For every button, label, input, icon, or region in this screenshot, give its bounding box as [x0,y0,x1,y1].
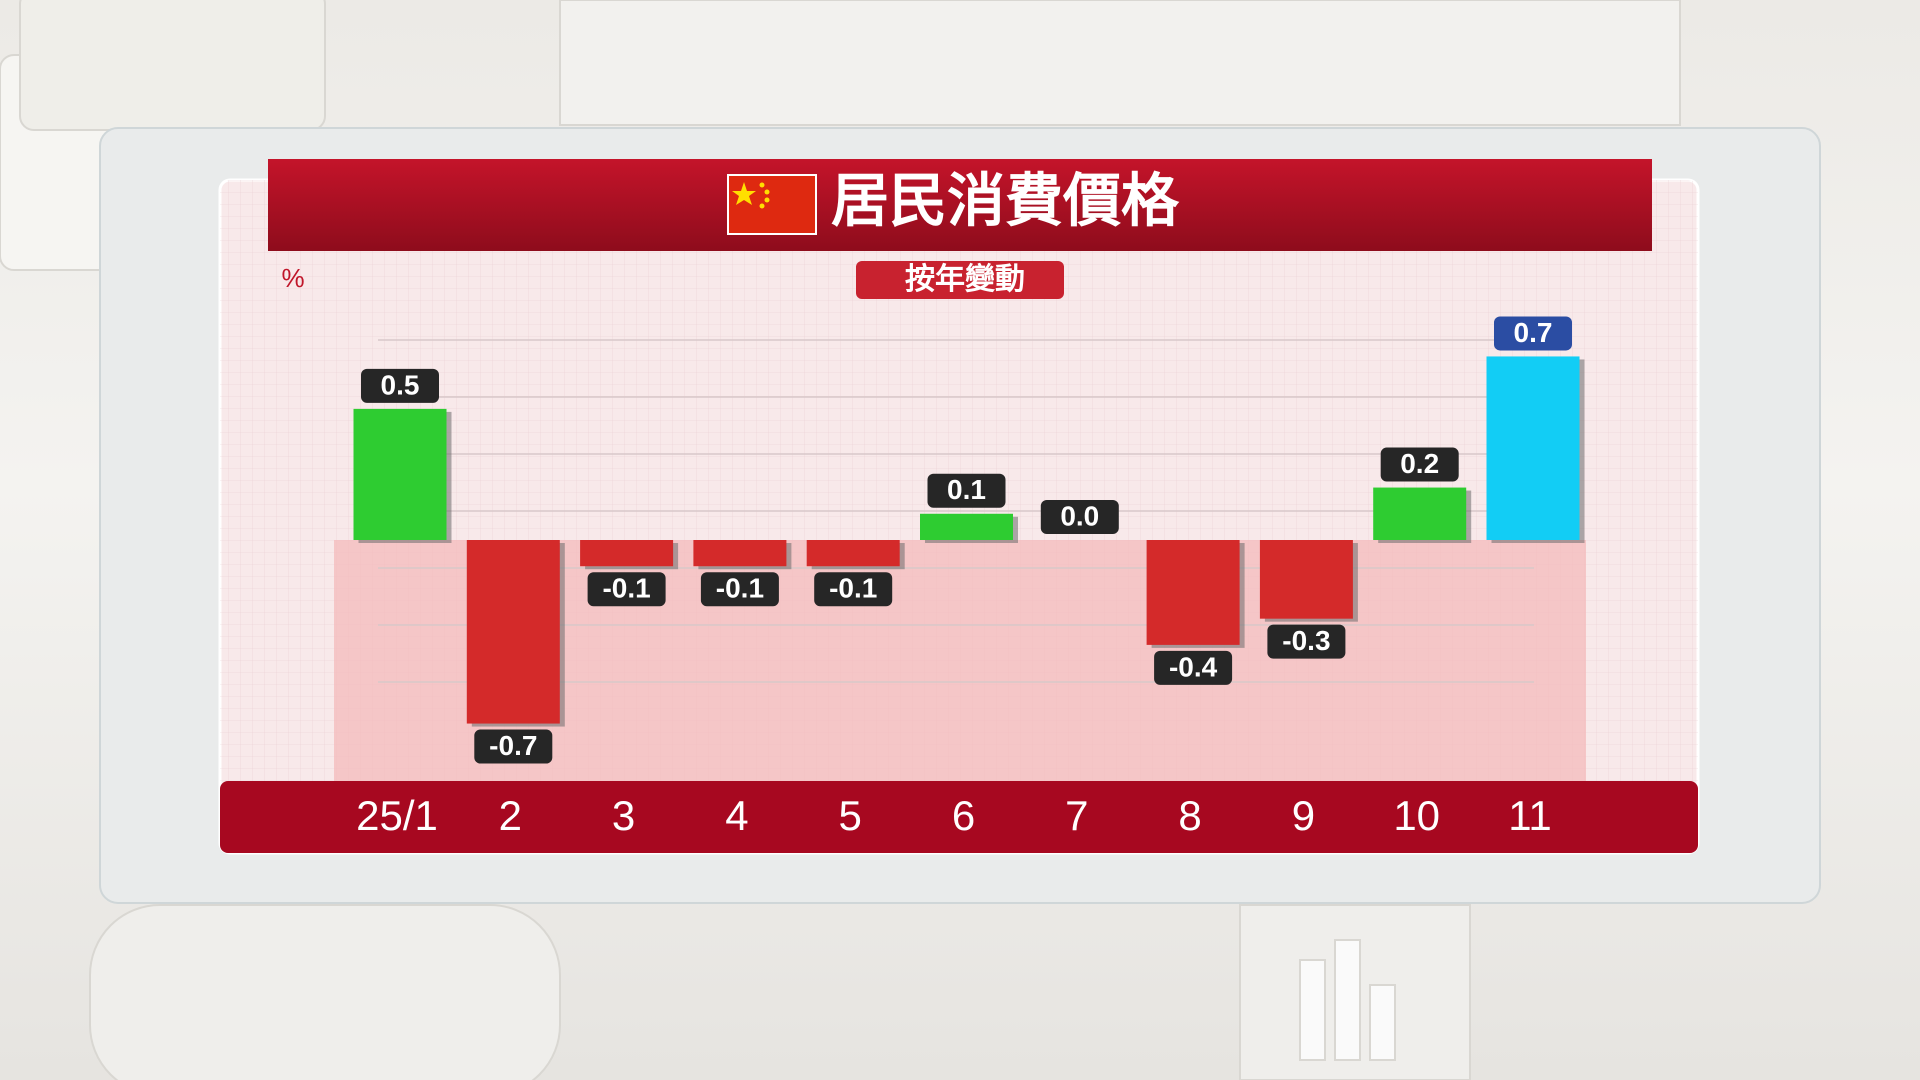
bar [1146,540,1240,645]
flag [727,174,817,235]
value-label-bg [1494,316,1572,351]
y-unit: % [281,263,304,293]
bar [1486,356,1580,540]
value-label: 0.2 [1400,448,1439,479]
bar [466,540,560,724]
value-label-bg [1040,500,1119,534]
bar [1373,487,1467,540]
value-label-bg [927,473,1006,508]
x-tick-label: 9 [1292,792,1315,839]
value-label-bg [1380,447,1459,482]
x-tick-label: 11 [1508,792,1552,839]
chart-subtitle: 按年變動 [905,262,1025,296]
value-label: -0.3 [1282,625,1330,656]
value-label-bg [1154,650,1233,685]
x-tick-label: 6 [952,792,975,839]
value-label: 0.5 [381,369,420,400]
value-label: -0.7 [489,730,537,761]
x-tick-label: 3 [612,792,635,839]
value-label: -0.1 [829,573,877,604]
value-label-bg [587,572,666,607]
subtitle-pill [856,261,1064,299]
bar [580,540,674,567]
bar [693,540,787,567]
x-tick-label: 25/1 [356,792,438,839]
value-label: 0.1 [947,474,986,505]
value-label-bg [1267,624,1346,659]
x-tick-label: 2 [499,792,522,839]
value-label: -0.1 [716,573,764,604]
value-label-bg [361,368,439,403]
bar [806,540,900,567]
x-tick-label: 7 [1065,792,1088,839]
x-tick-label: 5 [839,792,862,839]
bar [353,408,447,540]
chart-title: 居民消費價格 [831,168,1180,233]
value-label-bg [814,572,893,607]
category-band [220,781,1698,853]
value-label-bg [700,572,779,607]
value-label: -0.1 [602,573,650,604]
bar [1259,540,1353,619]
value-label: -0.4 [1169,651,1218,682]
value-label: 0.0 [1060,500,1099,531]
value-label: 0.7 [1514,317,1553,348]
x-tick-label: 10 [1393,792,1440,839]
value-label-bg [474,729,553,764]
x-tick-label: 4 [725,792,748,839]
title-band [268,159,1652,251]
bar [920,513,1013,540]
x-tick-label: 8 [1178,792,1201,839]
